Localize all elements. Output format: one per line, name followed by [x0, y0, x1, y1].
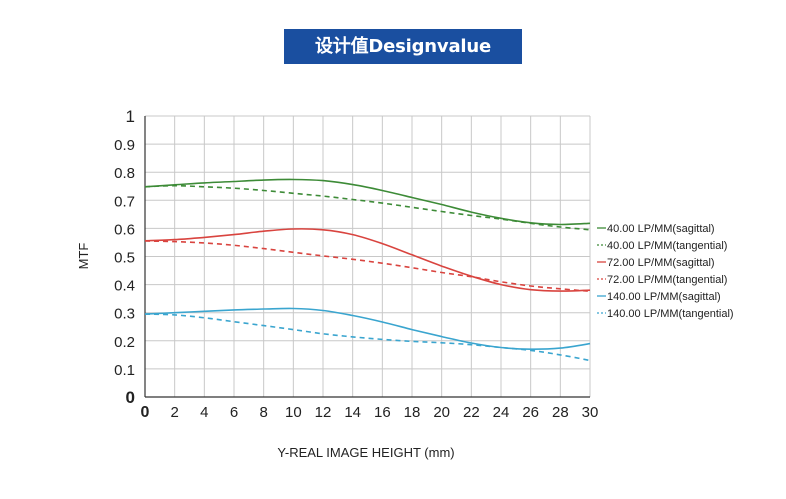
y-tick-label: 1: [126, 107, 135, 126]
series-line-2: [144, 184, 591, 231]
x-tick-label: 14: [344, 404, 361, 421]
chart-series: [144, 178, 591, 362]
x-tick-label: 2: [170, 404, 178, 421]
series-line-5: [144, 307, 591, 351]
y-tick-label: 0.7: [114, 193, 135, 210]
x-tick-label: 10: [285, 404, 302, 421]
chart-axes: 0 2 4 6 8 10 12 14 16 18 20 22 24 26 28 3000.10.20.30.4…: [114, 107, 598, 421]
y-tick-label: 0.6: [114, 221, 135, 238]
y-tick-label: 0.4: [114, 278, 135, 295]
y-tick-label: 0.2: [114, 334, 135, 351]
x-tick-label: 24: [493, 404, 510, 421]
series-line-1: [144, 178, 591, 226]
series-line-6: [144, 313, 591, 362]
series-line-3: [144, 228, 591, 292]
legend-label: 40.00 LP/MM(sagittal): [607, 223, 715, 235]
legend-label: 140.00 LP/MM(tangential): [607, 308, 734, 320]
legend-label: 140.00 LP/MM(sagittal): [607, 291, 721, 303]
legend-label: 40.00 LP/MM(tangential): [607, 240, 727, 252]
x-tick-label: 8: [259, 404, 267, 421]
x-tick-label: 18: [404, 404, 421, 421]
series-line-4: [144, 240, 591, 293]
x-tick-label: 6: [230, 404, 238, 421]
y-tick-label: 0.3: [114, 306, 135, 323]
page-title: 设计值Designvalue: [284, 29, 522, 64]
x-axis-label: Y-REAL IMAGE HEIGHT (mm): [277, 445, 454, 460]
y-tick-label: 0.1: [114, 362, 135, 379]
chart-grid: [144, 115, 591, 398]
x-tick-label: 12: [315, 404, 332, 421]
x-tick-label: 4: [200, 404, 208, 421]
x-tick-label: 28: [552, 404, 569, 421]
x-tick-label: 20: [433, 404, 450, 421]
y-axis-label: MTF: [76, 243, 91, 270]
x-tick-label: 0: [141, 404, 150, 421]
x-tick-label: 26: [522, 404, 539, 421]
x-tick-label: 16: [374, 404, 391, 421]
y-tick-label: 0.5: [114, 250, 135, 267]
y-tick-label: 0.8: [114, 165, 135, 182]
legend-label: 72.00 LP/MM(sagittal): [607, 257, 715, 269]
legend-label: 72.00 LP/MM(tangential): [607, 274, 727, 286]
y-tick-label: 0: [126, 388, 135, 407]
x-tick-label: 22: [463, 404, 480, 421]
chart-legend: 40.00 LP/MM(sagittal) 40.00 LP/MM(tangent…: [597, 223, 734, 320]
x-tick-label: 30: [582, 404, 599, 421]
y-tick-label: 0.9: [114, 137, 135, 154]
